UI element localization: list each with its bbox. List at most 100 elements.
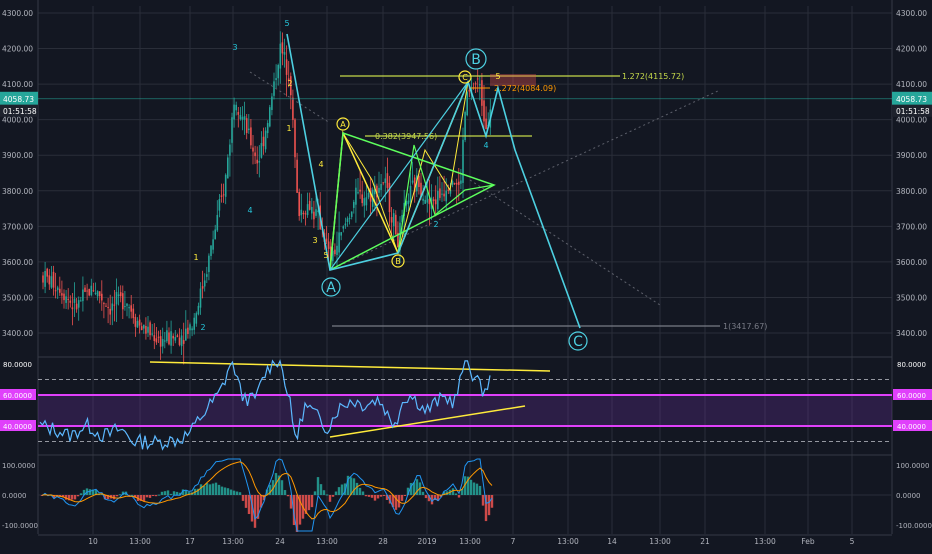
fib-0382-label: 0.382(3947.56) xyxy=(375,132,437,141)
candle-body xyxy=(271,96,273,110)
candle-body xyxy=(409,185,412,203)
macd-histogram-bar xyxy=(160,491,164,495)
macd-histogram-bar xyxy=(406,487,410,495)
candle-body xyxy=(172,335,174,339)
candle-body xyxy=(218,199,221,211)
candle-body xyxy=(61,293,63,296)
candle-body xyxy=(151,333,153,335)
candle-body xyxy=(315,209,317,216)
macd-histogram-bar xyxy=(220,486,224,495)
wave-label-0: 1 xyxy=(193,253,198,262)
candle-body xyxy=(476,78,479,80)
macd-histogram-bar xyxy=(490,495,494,508)
candle-body xyxy=(164,340,166,342)
rsi-trendline-bottom xyxy=(329,405,526,438)
wave-label-4: 5 xyxy=(284,19,289,28)
dotted-line-2 xyxy=(329,89,721,271)
macd-histogram-bar xyxy=(478,485,482,495)
candle-body xyxy=(426,193,429,203)
candle-body xyxy=(71,307,74,310)
right-price-tick-2: 4100.00 xyxy=(896,80,927,89)
candle-body xyxy=(445,190,447,202)
left-current-price-badge xyxy=(0,91,38,105)
macd-histogram-bar xyxy=(292,495,296,526)
candle-body xyxy=(248,128,250,131)
candle-body xyxy=(359,189,361,192)
macd-histogram-bar xyxy=(238,492,242,495)
macd-histogram-bar xyxy=(334,491,338,495)
candle-body xyxy=(54,290,57,292)
candle-body xyxy=(378,187,380,193)
macd-histogram-bar xyxy=(307,495,311,511)
candle-body xyxy=(176,335,179,338)
candle-body xyxy=(275,78,277,81)
macd-histogram-bar xyxy=(187,492,191,495)
macd-histogram-bar xyxy=(229,489,233,495)
candle-body xyxy=(231,117,233,143)
rsi-line xyxy=(39,359,491,451)
candle-body xyxy=(447,189,450,191)
candle-body xyxy=(143,324,145,329)
macd-histogram-bar xyxy=(259,495,263,508)
macd-histogram-bar xyxy=(403,495,407,496)
rsi-band-fill xyxy=(38,395,892,426)
left-current-price: 4058.73 xyxy=(3,95,34,104)
wave-circle-B-14 xyxy=(465,48,487,70)
candle-body xyxy=(233,104,235,120)
macd-right-tick-0: 100.0000 xyxy=(896,462,929,470)
macd-histogram-bar xyxy=(427,495,431,502)
candle-body xyxy=(407,200,410,205)
candle-body xyxy=(424,199,426,204)
candle-body xyxy=(75,303,78,310)
candle-body xyxy=(145,325,147,334)
left-price-tick-4: 3900.00 xyxy=(2,151,33,160)
candle-body xyxy=(382,182,384,184)
candle-body xyxy=(455,182,458,185)
wave-circle-label-B-14: B xyxy=(471,52,481,68)
time-tick-15: Feb xyxy=(801,537,815,546)
candle-body xyxy=(90,285,93,296)
candle-body xyxy=(481,80,483,106)
macd-histogram-bar xyxy=(208,484,212,495)
macd-histogram-bar xyxy=(163,491,167,495)
candle-body xyxy=(157,336,160,338)
right-price-tick-5: 3800.00 xyxy=(896,187,927,196)
macd-right-tick-2: -100.0000 xyxy=(896,522,932,530)
candle-body xyxy=(468,90,471,92)
time-tick-10: 13:00 xyxy=(557,537,579,546)
candle-body xyxy=(256,159,258,164)
candle-body xyxy=(56,287,59,291)
candle-body xyxy=(212,239,214,250)
candle-body xyxy=(332,250,334,261)
candle-body xyxy=(353,201,355,208)
macd-histogram-bar xyxy=(316,477,320,495)
candle-body xyxy=(138,319,141,326)
candle-body xyxy=(287,78,290,82)
candle-body xyxy=(405,201,408,206)
candle-body xyxy=(149,322,151,336)
candle-body xyxy=(193,317,195,330)
rsi-right-tick-1: 60.0000 xyxy=(897,392,926,400)
macd-histogram-bar xyxy=(217,484,221,495)
candle-body xyxy=(350,211,353,217)
time-tick-13: 21 xyxy=(700,537,710,546)
candle-body xyxy=(201,286,204,289)
candle-body xyxy=(147,326,149,333)
macd-histogram-bar xyxy=(367,495,371,497)
candle-body xyxy=(195,313,198,324)
candle-body xyxy=(203,280,206,287)
macd-histogram-bar xyxy=(457,495,461,498)
macd-histogram-bar xyxy=(196,488,200,495)
candle-body xyxy=(285,59,288,75)
candle-body xyxy=(434,199,437,205)
macd-histogram-bar xyxy=(454,493,458,495)
candle-body xyxy=(229,144,231,156)
wave-circle-B-11 xyxy=(391,254,405,268)
candle-body xyxy=(185,328,187,341)
candle-body xyxy=(327,241,330,249)
candle-body xyxy=(140,326,143,331)
wave-label-12: 5 xyxy=(495,72,500,81)
candle-body xyxy=(281,42,284,54)
candle-body xyxy=(479,84,481,86)
